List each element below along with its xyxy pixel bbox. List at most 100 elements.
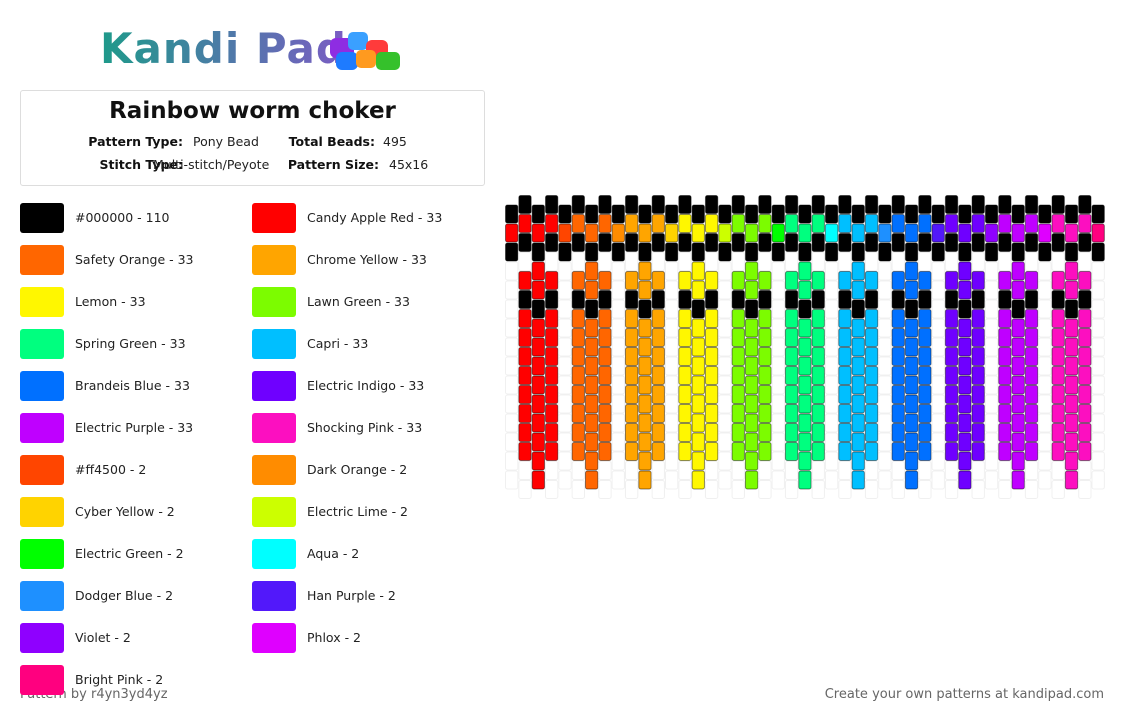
empty-bead (664, 261, 679, 281)
bead (664, 223, 679, 243)
empty-bead (1038, 432, 1052, 452)
empty-bead (878, 261, 892, 281)
bead (824, 204, 839, 224)
empty-bead (664, 318, 679, 338)
bead (864, 290, 879, 309)
site-link[interactable]: Create your own patterns at kandipad.com (824, 687, 1104, 702)
bead (678, 366, 692, 385)
empty-bead (1038, 394, 1052, 414)
bead (624, 423, 639, 442)
bead (958, 242, 972, 262)
bead (904, 337, 919, 357)
bead (1024, 233, 1039, 252)
bead (1078, 328, 1092, 347)
bead (944, 233, 959, 252)
bead (704, 214, 719, 233)
color-swatch (252, 413, 296, 443)
bead (811, 423, 825, 442)
bead (1064, 356, 1079, 376)
empty-bead (878, 299, 892, 319)
bead (544, 195, 559, 214)
bead (1024, 442, 1039, 461)
empty-bead (758, 461, 772, 480)
bead (624, 404, 639, 423)
bead (1038, 223, 1052, 243)
empty-bead (505, 432, 519, 452)
empty-bead (891, 252, 905, 271)
bead (811, 404, 825, 423)
bead (864, 271, 879, 290)
bead (811, 214, 825, 233)
bead (851, 261, 865, 281)
bead (998, 366, 1012, 385)
bead (638, 223, 652, 243)
color-swatch (252, 581, 296, 611)
bead (958, 318, 972, 338)
bead (904, 204, 919, 224)
bead (584, 337, 599, 357)
bead (704, 347, 719, 366)
bead (798, 432, 812, 452)
bead (771, 223, 785, 243)
bead (944, 385, 959, 404)
bead (851, 451, 865, 471)
bead (691, 261, 705, 281)
bead (1064, 432, 1079, 452)
bead (1078, 347, 1092, 366)
bead (624, 290, 639, 309)
empty-bead (718, 318, 732, 338)
bead (958, 375, 972, 395)
bead (811, 442, 825, 461)
empty-bead (771, 470, 785, 490)
empty-bead (931, 356, 945, 376)
bead (864, 423, 879, 442)
bead (811, 195, 825, 214)
empty-bead (878, 280, 892, 300)
bead (704, 195, 719, 214)
bead (838, 271, 852, 290)
bead (1011, 394, 1025, 414)
bead (971, 214, 985, 233)
color-swatch (252, 371, 296, 401)
bead (531, 299, 545, 319)
bead (1051, 404, 1065, 423)
bead (704, 271, 719, 290)
empty-bead (811, 480, 825, 499)
bead (505, 223, 519, 243)
bead (651, 404, 665, 423)
empty-bead (1091, 451, 1105, 471)
empty-bead (664, 451, 679, 471)
bead (891, 423, 905, 442)
empty-bead (518, 461, 532, 480)
empty-bead (864, 461, 879, 480)
empty-bead (984, 299, 999, 319)
color-swatch (252, 623, 296, 653)
bead (571, 290, 585, 309)
bead (1011, 223, 1025, 243)
empty-bead (824, 413, 839, 433)
bead (891, 271, 905, 290)
empty-bead (505, 451, 519, 471)
empty-bead (611, 261, 625, 281)
bead (558, 242, 572, 262)
empty-bead (824, 299, 839, 319)
bead (598, 328, 612, 347)
bead (691, 242, 705, 262)
bead (598, 423, 612, 442)
empty-bead (704, 461, 719, 480)
bead (958, 413, 972, 433)
bead (1078, 404, 1092, 423)
bead (598, 290, 612, 309)
bead (544, 385, 559, 404)
empty-bead (664, 337, 679, 357)
bead (864, 233, 879, 252)
bead (691, 337, 705, 357)
bead (838, 385, 852, 404)
empty-bead (624, 480, 639, 499)
empty-bead (824, 280, 839, 300)
empty-bead (718, 451, 732, 471)
bead (958, 223, 972, 243)
empty-bead (931, 375, 945, 395)
bead (758, 328, 772, 347)
bead (771, 242, 785, 262)
